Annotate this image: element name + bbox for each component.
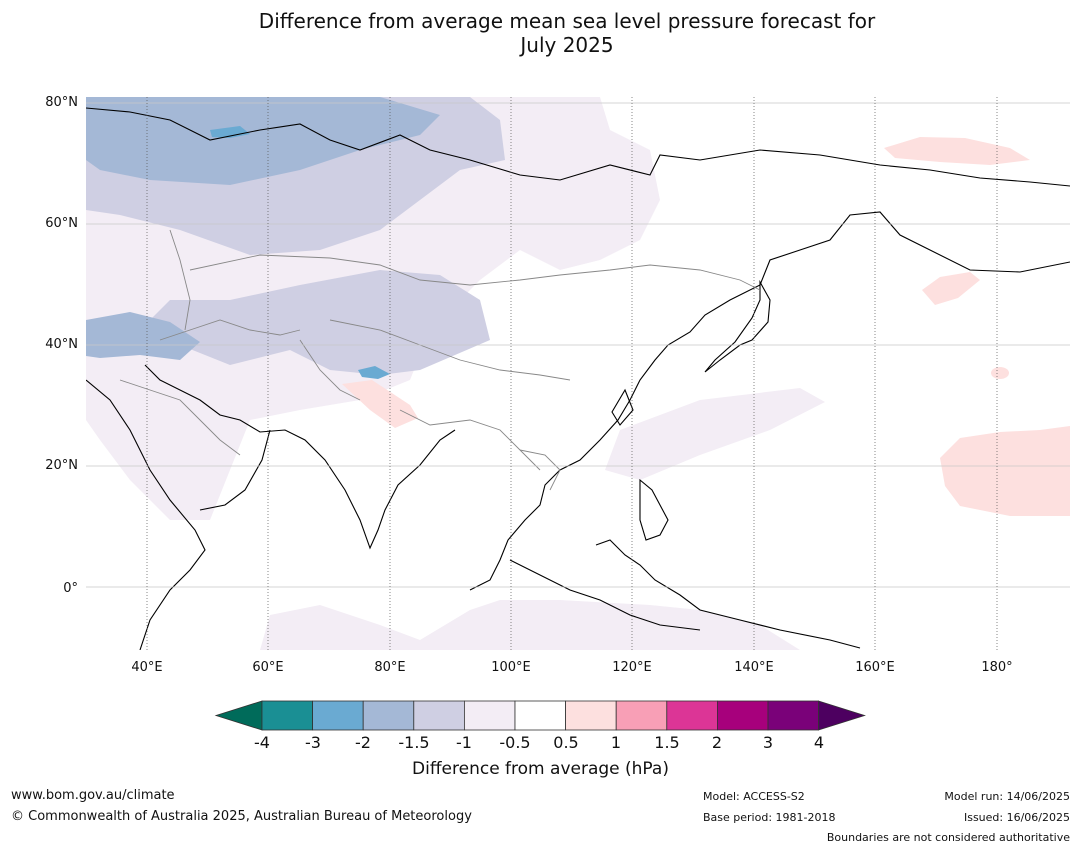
- footer-copyright: © Commonwealth of Australia 2025, Austra…: [11, 809, 472, 824]
- colorbar-swatch: [717, 700, 769, 731]
- lon-label-160e: 160°E: [855, 660, 895, 675]
- colorbar-swatch: [615, 700, 668, 731]
- lat-label-20n: 20°N: [45, 458, 78, 473]
- colorbar-tick: 1.5: [654, 733, 680, 752]
- footer-model: Model: ACCESS-S2: [703, 790, 805, 803]
- colorbar-swatch: [463, 700, 516, 731]
- colorbar-tick: 1: [610, 733, 622, 752]
- map-area: [86, 97, 1070, 650]
- colorbar-swatch: [514, 700, 566, 731]
- anomaly-pos-0.5-india: [342, 380, 418, 428]
- colorbar-swatch: [666, 700, 718, 731]
- colorbar-tick: -4: [254, 733, 270, 752]
- anomaly-neg-2-tibet: [358, 366, 390, 379]
- colorbar-extend-low: [214, 700, 263, 731]
- colorbar-tick: -1.5: [398, 733, 430, 752]
- lon-gridlines: [146, 97, 998, 650]
- colorbar-swatch: [312, 700, 364, 731]
- lat-label-60n: 60°N: [45, 216, 78, 231]
- title-line-2: July 2025: [520, 33, 614, 57]
- anomaly-neg-1.5-caspian: [86, 312, 200, 360]
- footer-disclaimer: Boundaries are not considered authoritat…: [826, 831, 1070, 844]
- lat-label-0: 0°: [63, 581, 78, 596]
- colorbar-tick: -3: [305, 733, 321, 752]
- lat-label-80n: 80°N: [45, 95, 78, 110]
- anomaly-pos-0.5-pacific: [940, 426, 1070, 516]
- colorbar-tick: -1: [456, 733, 472, 752]
- lon-label-140e: 140°E: [734, 660, 774, 675]
- lat-gridlines: [86, 102, 1070, 588]
- colorbar-tick: -0.5: [499, 733, 531, 752]
- colorbar-tick: -2: [355, 733, 371, 752]
- colorbar-extend-high: [818, 700, 866, 731]
- colorbar-swatch: [261, 700, 313, 731]
- title-line-1: Difference from average mean sea level p…: [258, 9, 876, 33]
- lon-label-40e: 40°E: [131, 660, 163, 675]
- footer-url[interactable]: www.bom.gov.au/climate: [11, 788, 175, 803]
- colorbar-tick: 3: [762, 733, 774, 752]
- colorbar-swatch: [767, 700, 819, 731]
- footer-model-run: Model run: 14/06/2025: [944, 790, 1070, 803]
- colorbar: [214, 700, 866, 731]
- lon-label-100e: 100°E: [491, 660, 531, 675]
- anomaly-pos-0.5-siberia: [884, 137, 1030, 165]
- colorbar-title: Difference from average (hPa): [412, 759, 669, 779]
- map-title: Difference from average mean sea level p…: [0, 9, 1081, 57]
- lat-label-40n: 40°N: [45, 337, 78, 352]
- anomaly-neg-0.5-pacific: [605, 388, 825, 480]
- footer-issued: Issued: 16/06/2025: [963, 811, 1070, 824]
- footer-base-period: Base period: 1981-2018: [703, 811, 836, 824]
- colorbar-tick: 2: [711, 733, 723, 752]
- anomaly-neg-2: [210, 126, 250, 138]
- lon-label-180: 180°: [981, 660, 1013, 675]
- anomaly-neg-1.5: [86, 97, 440, 185]
- anomaly-pos-0.5-dot: [991, 367, 1009, 379]
- lon-label-80e: 80°E: [374, 660, 406, 675]
- colorbar-swatch: [565, 700, 617, 731]
- lon-label-60e: 60°E: [252, 660, 284, 675]
- anomaly-neg-1-central: [150, 270, 490, 375]
- country-borders: [119, 229, 761, 491]
- anomaly-neg-0.5-south: [260, 600, 800, 650]
- anomaly-pos-0.5-kuril: [922, 272, 980, 305]
- colorbar-tick: 4: [813, 733, 825, 752]
- colorbar-swatch: [362, 700, 415, 731]
- colorbar-swatch: [413, 700, 465, 731]
- colorbar-tick: 0.5: [553, 733, 579, 752]
- lon-label-120e: 120°E: [612, 660, 652, 675]
